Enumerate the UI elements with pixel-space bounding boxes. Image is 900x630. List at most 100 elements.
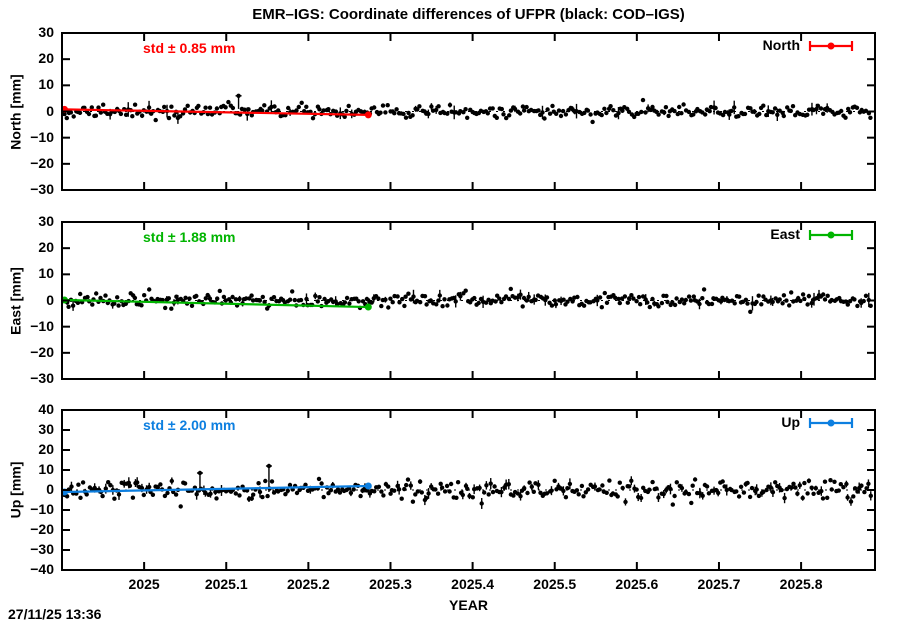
data-point bbox=[463, 107, 468, 112]
x-tick-label: 2025.2 bbox=[286, 576, 330, 592]
data-point bbox=[196, 103, 201, 109]
data-point bbox=[700, 493, 705, 498]
data-point bbox=[692, 477, 698, 482]
data-point bbox=[214, 106, 220, 111]
data-point bbox=[691, 112, 696, 117]
data-point bbox=[640, 97, 646, 103]
data-point bbox=[627, 484, 632, 489]
data-point bbox=[809, 300, 814, 306]
x-tick-label: 2025.6 bbox=[615, 576, 659, 592]
y-tick-label-east: −10 bbox=[30, 317, 54, 334]
data-point bbox=[754, 487, 759, 492]
data-point bbox=[189, 303, 195, 308]
data-point bbox=[607, 478, 612, 483]
data-point bbox=[802, 296, 807, 302]
data-point bbox=[434, 302, 439, 307]
data-point bbox=[647, 487, 652, 492]
data-point bbox=[257, 298, 263, 303]
data-point bbox=[71, 114, 76, 119]
data-point bbox=[169, 306, 174, 311]
data-point bbox=[335, 487, 341, 492]
std-annotation-up: std ± 2.00 mm bbox=[143, 417, 236, 433]
data-point bbox=[226, 99, 231, 105]
data-point bbox=[508, 286, 513, 292]
data-point bbox=[664, 293, 669, 299]
y-tick-label-up: 0 bbox=[46, 481, 54, 497]
data-point bbox=[465, 115, 470, 121]
data-point bbox=[451, 295, 457, 301]
data-point bbox=[76, 482, 81, 487]
data-point bbox=[415, 489, 420, 494]
data-point bbox=[634, 299, 639, 304]
data-point bbox=[622, 294, 628, 299]
data-point bbox=[287, 297, 293, 302]
data-point bbox=[662, 110, 667, 115]
data-point bbox=[418, 300, 423, 305]
data-point bbox=[706, 491, 712, 496]
data-point bbox=[565, 299, 570, 304]
data-point bbox=[520, 304, 525, 309]
data-point bbox=[682, 301, 687, 306]
data-point bbox=[223, 298, 228, 303]
trend-endpoint bbox=[364, 482, 372, 490]
data-point bbox=[486, 492, 491, 497]
data-point bbox=[845, 495, 850, 500]
data-point bbox=[515, 491, 520, 496]
data-point bbox=[550, 103, 555, 109]
data-point bbox=[761, 103, 766, 108]
data-point bbox=[570, 299, 575, 304]
data-point bbox=[722, 484, 727, 489]
data-point bbox=[442, 489, 448, 494]
data-point bbox=[78, 495, 83, 500]
trend-line-north bbox=[64, 108, 369, 117]
data-point bbox=[356, 299, 361, 304]
data-point bbox=[540, 110, 545, 115]
data-point bbox=[773, 480, 778, 485]
data-point bbox=[795, 491, 800, 496]
data-point bbox=[581, 303, 587, 308]
data-point bbox=[749, 485, 755, 491]
data-point bbox=[576, 492, 581, 497]
data-point bbox=[782, 495, 787, 501]
data-point bbox=[96, 105, 101, 110]
data-point bbox=[672, 302, 678, 308]
data-point bbox=[825, 293, 830, 298]
data-point bbox=[718, 299, 724, 304]
y-tick-label-north: 30 bbox=[38, 24, 54, 40]
legend-sample-point-up bbox=[827, 419, 835, 427]
data-point bbox=[162, 493, 168, 499]
data-point bbox=[64, 494, 70, 499]
data-point bbox=[815, 103, 821, 109]
data-point bbox=[139, 485, 145, 491]
data-point bbox=[410, 499, 416, 504]
data-point bbox=[511, 493, 516, 498]
data-point bbox=[526, 294, 531, 299]
data-point bbox=[683, 297, 688, 303]
data-point bbox=[819, 488, 824, 494]
data-point bbox=[800, 292, 806, 297]
data-point bbox=[690, 483, 695, 488]
data-point bbox=[529, 484, 534, 489]
data-point bbox=[757, 111, 762, 117]
data-point bbox=[839, 108, 844, 114]
data-point bbox=[679, 297, 685, 302]
legend-label-north: North bbox=[762, 37, 800, 53]
data-point bbox=[531, 489, 536, 494]
data-point bbox=[802, 480, 807, 486]
data-point bbox=[132, 295, 138, 301]
data-point bbox=[818, 106, 824, 111]
y-tick-label-east: −30 bbox=[30, 370, 54, 386]
data-point bbox=[745, 301, 750, 306]
y-tick-label-north: 20 bbox=[38, 50, 54, 67]
data-point bbox=[150, 492, 156, 497]
data-point bbox=[738, 484, 744, 489]
data-point bbox=[394, 107, 399, 112]
data-point bbox=[674, 480, 679, 485]
data-point bbox=[242, 107, 247, 112]
data-point bbox=[629, 293, 634, 298]
data-point bbox=[108, 483, 113, 488]
data-point bbox=[756, 293, 761, 298]
data-point bbox=[674, 296, 679, 301]
data-point bbox=[379, 489, 384, 494]
data-point bbox=[820, 496, 826, 501]
